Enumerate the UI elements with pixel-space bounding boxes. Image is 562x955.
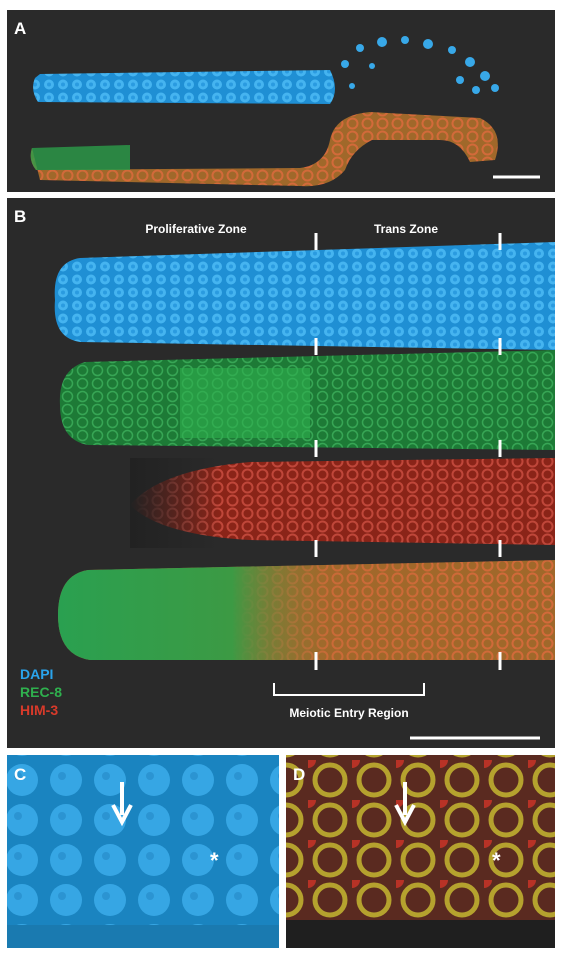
legend-entry: HIM-3 (20, 702, 58, 718)
region-label: Meiotic Entry Region (289, 706, 408, 720)
rec8-bright (180, 368, 310, 438)
him3-fade (130, 458, 430, 548)
panel-d (286, 755, 555, 948)
asterisk: * (492, 848, 501, 873)
zone-label: Proliferative Zone (145, 222, 247, 236)
legend-entry: DAPI (20, 666, 53, 682)
arrow (394, 782, 416, 827)
panel-label: A (14, 19, 26, 38)
panel-c-edge (7, 925, 279, 948)
asterisk: * (210, 848, 219, 873)
panel-d-edge (286, 920, 555, 948)
panel-c (7, 755, 279, 948)
bracket (273, 683, 425, 696)
merge-overlay (58, 560, 555, 660)
arrow (111, 782, 133, 827)
zone-markers (314, 233, 502, 670)
nuclei-scatter (341, 36, 499, 94)
green-tip (30, 145, 131, 170)
panel-label: B (14, 207, 26, 226)
panel-label: C (14, 765, 26, 784)
zone-label: Trans Zone (374, 222, 438, 236)
gonad-merge (30, 112, 498, 187)
gonad-dapi (54, 242, 555, 350)
panel-label: D (293, 765, 305, 784)
legend-entry: REC-8 (20, 684, 62, 700)
gonad-dapi (33, 70, 335, 104)
